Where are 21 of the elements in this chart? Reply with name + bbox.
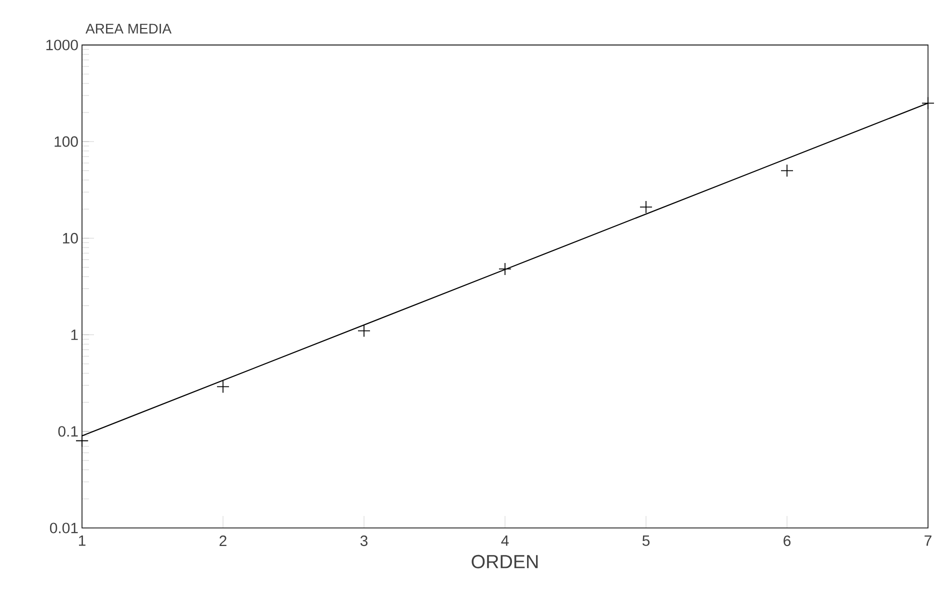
y-axis-title: AREA MEDIA (86, 24, 172, 34)
y-tick-label: 0.1 (58, 426, 78, 437)
y-tick-label: 100 (54, 136, 78, 147)
y-tick-label: 1 (71, 330, 78, 340)
x-tick-label: 6 (784, 536, 791, 546)
x-tick-label: 5 (642, 536, 650, 546)
point (216, 380, 230, 394)
x-axis-title: ORDEN (472, 554, 538, 568)
x-tick-label: 4 (501, 536, 509, 546)
point (922, 96, 934, 110)
y-tick-label: 0.01 (50, 522, 78, 534)
point (640, 200, 652, 214)
x-tick-label: 1 (78, 536, 86, 546)
x-tick-label: 3 (360, 536, 368, 546)
point (358, 324, 370, 338)
y-tick-label: 10 (63, 232, 78, 244)
x-tick-label: 7 (924, 536, 932, 546)
x-tick-label: 2 (220, 536, 226, 546)
point (498, 262, 512, 276)
point (780, 164, 794, 178)
y-tick-label: 1000 (46, 40, 78, 50)
